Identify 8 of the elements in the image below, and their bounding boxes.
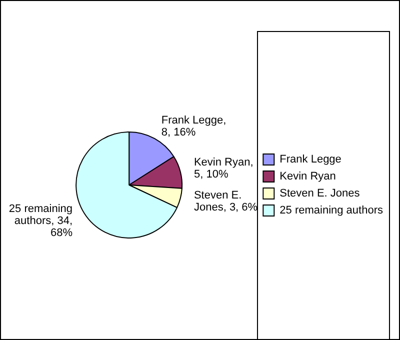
data-label: Steven E. Jones, 3, 6%: [194, 190, 258, 214]
data-label: 25 remaining authors, 34, 68%: [8, 202, 73, 239]
legend-label: Steven E. Jones: [280, 188, 360, 200]
legend-label: 25 remaining authors: [280, 204, 384, 217]
legend-label: Kevin Ryan: [280, 170, 336, 183]
legend-label: Frank Legge: [280, 154, 342, 166]
data-label: Kevin Ryan, 5, 10%: [194, 156, 254, 180]
data-label: Frank Legge, 8, 16%: [161, 114, 226, 138]
